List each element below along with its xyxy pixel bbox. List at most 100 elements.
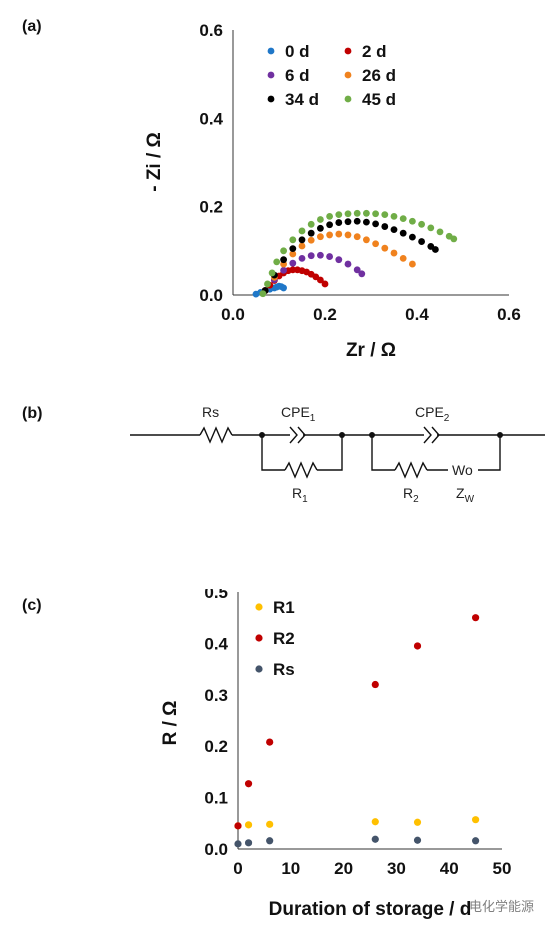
a-data-point bbox=[418, 220, 425, 228]
c-data-point bbox=[371, 818, 379, 826]
a-data-point bbox=[264, 280, 271, 288]
chart-a-legend: 0 d 2 d 6 d 26 d 34 d 45 d bbox=[267, 42, 396, 109]
c-y-tick-label: 0.5 bbox=[204, 589, 228, 602]
label-zw: ZW bbox=[456, 485, 475, 505]
a-legend-label: 45 d bbox=[362, 90, 396, 109]
c-legend-marker bbox=[255, 603, 263, 611]
a-data-point bbox=[321, 280, 329, 288]
a-data-point bbox=[280, 247, 287, 255]
a-legend-marker bbox=[267, 95, 275, 103]
chart-c-points bbox=[234, 614, 480, 848]
a-data-point bbox=[326, 212, 333, 220]
nyquist-chart: 0.0 0.2 0.4 0.6 0.0 0.2 0.4 0.6 0 d 2 d 6 d 26 d 3… bbox=[144, 21, 521, 361]
a-data-point bbox=[326, 221, 333, 229]
a-data-point bbox=[399, 229, 407, 237]
a-legend-label: 0 d bbox=[285, 42, 310, 61]
c-y-tick-label: 0.2 bbox=[204, 737, 228, 756]
chart-c-x-ticks: 0 10 20 30 40 50 bbox=[233, 859, 511, 878]
c-data-point bbox=[234, 822, 242, 830]
a-y-tick-label: 0.4 bbox=[199, 109, 223, 128]
c-data-point bbox=[371, 680, 379, 689]
c-data-point bbox=[266, 738, 274, 746]
chart-a-points bbox=[252, 209, 458, 298]
c-series-1 bbox=[234, 614, 480, 830]
a-data-point bbox=[307, 236, 315, 244]
c-x-tick-label: 10 bbox=[281, 859, 300, 878]
chart-c-axes bbox=[237, 592, 502, 850]
c-legend-label: Rs bbox=[273, 660, 295, 679]
chart-c-y-axis-title: R / Ω bbox=[160, 701, 181, 746]
a-data-point bbox=[307, 229, 315, 237]
a-legend-marker bbox=[267, 71, 275, 79]
c-data-point bbox=[413, 818, 422, 826]
chart-a-y-ticks: 0.0 0.2 0.4 0.6 bbox=[199, 21, 223, 305]
c-legend-marker bbox=[255, 665, 263, 673]
a-legend-marker bbox=[267, 47, 275, 55]
label-cpe1: CPE1 bbox=[281, 404, 316, 424]
a-data-point bbox=[326, 231, 333, 239]
c-legend-label: R1 bbox=[273, 598, 295, 617]
a-series-5 bbox=[259, 209, 458, 298]
a-data-point bbox=[289, 259, 297, 267]
a-data-point bbox=[298, 236, 306, 244]
a-data-point bbox=[427, 224, 435, 232]
c-legend-marker bbox=[255, 634, 263, 642]
a-x-tick-label: 0.2 bbox=[313, 305, 337, 324]
a-data-point bbox=[259, 290, 267, 298]
c-x-tick-label: 50 bbox=[493, 859, 512, 878]
a-data-point bbox=[298, 254, 306, 262]
a-data-point bbox=[289, 236, 297, 244]
a-data-point bbox=[280, 256, 287, 264]
r1-branch-left bbox=[261, 435, 285, 471]
a-data-point bbox=[381, 244, 389, 252]
a-data-point bbox=[335, 219, 343, 226]
a-series-4 bbox=[261, 217, 439, 294]
c-data-point bbox=[472, 837, 480, 845]
panel-label-b: (b) bbox=[22, 405, 43, 422]
a-data-point bbox=[418, 238, 425, 245]
a-x-tick-label: 0.0 bbox=[221, 305, 245, 324]
a-legend-label: 2 d bbox=[362, 42, 387, 61]
chart-a-x-ticks: 0.0 0.2 0.4 0.6 bbox=[221, 305, 521, 324]
a-data-point bbox=[317, 276, 324, 284]
c-series-0 bbox=[234, 816, 480, 830]
cpe1-plate-a bbox=[289, 426, 298, 444]
a-data-point bbox=[353, 266, 361, 274]
a-y-tick-label: 0.6 bbox=[199, 21, 223, 40]
a-data-point bbox=[307, 252, 315, 260]
c-data-point bbox=[234, 840, 242, 848]
a-data-point bbox=[335, 230, 343, 238]
cpe2-plate-a bbox=[423, 426, 432, 444]
label-wo: Wo bbox=[452, 462, 473, 478]
c-legend-label: R2 bbox=[273, 629, 295, 648]
r2-branch-left bbox=[371, 435, 395, 471]
a-data-point bbox=[432, 246, 439, 253]
a-data-point bbox=[280, 284, 287, 292]
label-cpe2: CPE2 bbox=[415, 404, 450, 424]
a-data-point bbox=[298, 227, 306, 235]
a-legend-label: 6 d bbox=[285, 66, 310, 85]
a-data-point bbox=[307, 220, 315, 228]
node-2 bbox=[339, 432, 345, 438]
a-data-point bbox=[326, 253, 333, 260]
c-data-point bbox=[244, 839, 253, 847]
a-x-tick-label: 0.4 bbox=[405, 305, 429, 324]
c-x-tick-label: 30 bbox=[387, 859, 406, 878]
a-data-point bbox=[317, 216, 324, 223]
c-x-tick-label: 0 bbox=[233, 859, 242, 878]
node-1 bbox=[259, 432, 265, 438]
a-data-point bbox=[358, 270, 366, 278]
chart-a-x-axis-title: Zr / Ω bbox=[346, 340, 396, 361]
a-x-tick-label: 0.6 bbox=[497, 305, 521, 324]
a-y-tick-label: 0.0 bbox=[199, 286, 223, 305]
r1-branch-right bbox=[317, 435, 343, 471]
c-data-point bbox=[266, 820, 274, 828]
chart-c-y-ticks: 0.0 0.1 0.2 0.3 0.4 0.5 bbox=[204, 589, 228, 859]
a-data-point bbox=[317, 233, 324, 241]
resistor-rs bbox=[199, 426, 233, 444]
c-y-tick-label: 0.3 bbox=[204, 686, 228, 705]
a-data-point bbox=[381, 211, 389, 219]
node-3 bbox=[369, 432, 375, 438]
panel-label-a: (a) bbox=[22, 18, 42, 35]
a-legend-label: 34 d bbox=[285, 90, 319, 109]
